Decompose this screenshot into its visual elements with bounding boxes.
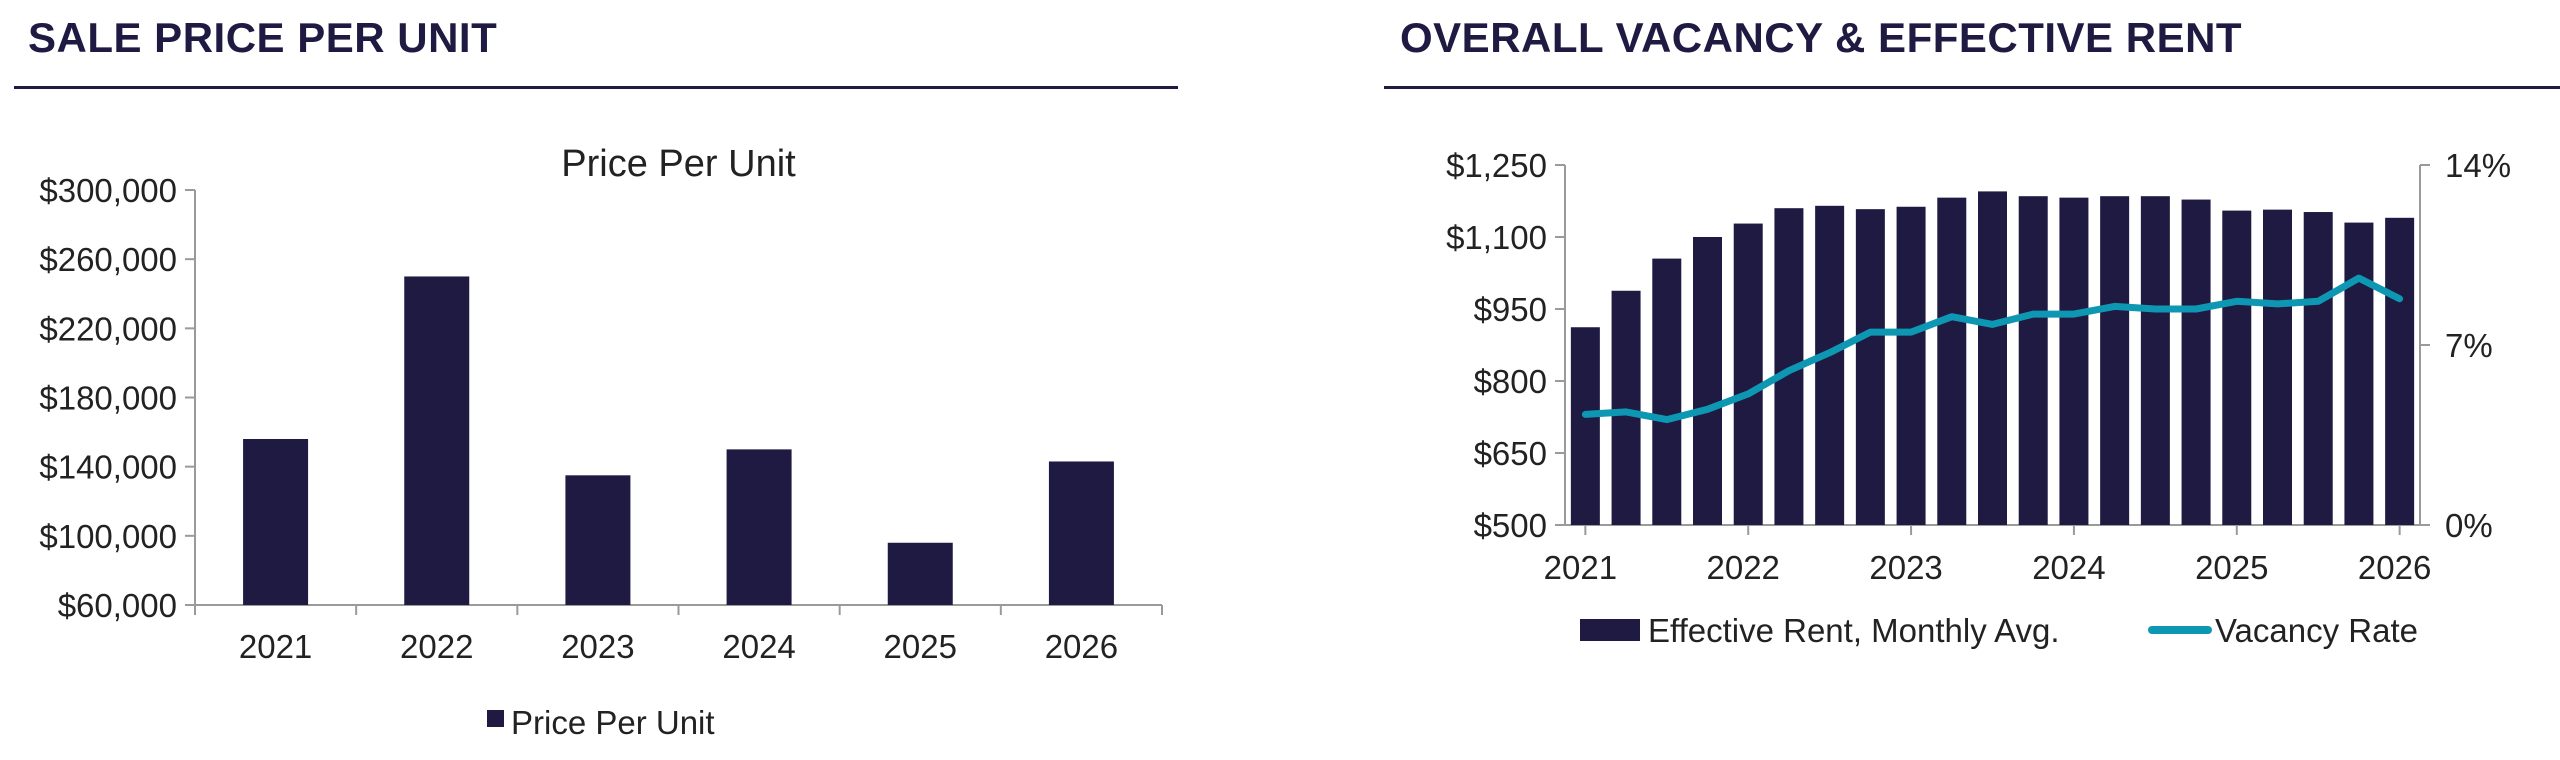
legend-swatch-rent [1580,619,1640,641]
x-tick-label: 2023 [561,628,634,665]
y-right-tick-label: 14% [2445,147,2511,184]
y-tick-label: $180,000 [39,380,177,417]
x-tick-label: 2025 [2195,549,2268,586]
price-per-unit-chart: Price Per Unit $60,000 $100,000 $140,000 $18… [39,143,1163,741]
x-tick-label: 2021 [239,628,312,665]
legend-swatch [487,710,504,727]
x-tick-label: 2024 [722,628,795,665]
y-left-tick-label: $500 [1474,507,1547,544]
rent-bar [1570,327,1600,525]
rent-bar [2222,210,2252,525]
rent-bar [1855,209,1885,525]
y-tick-label: $260,000 [39,241,177,278]
chart-title: Price Per Unit [561,143,796,185]
y-tick-label: $60,000 [58,587,177,624]
rent-bar [2059,197,2089,525]
heading-divider [1384,86,2560,89]
y-tick-label: $300,000 [39,172,177,209]
bar [887,542,953,605]
y-tick-label: $140,000 [39,449,177,486]
rent-bar [2263,209,2292,525]
rent-bar [1937,197,1967,525]
y-left-tick-label: $950 [1474,291,1547,328]
y-right-tick-label: 7% [2445,327,2493,364]
rent-bar [1652,258,1682,525]
legend-label-rent: Effective Rent, Monthly Avg. [1648,612,2060,649]
sale-price-panel: SALE PRICE PER UNIT Price Per Unit $60,00… [0,0,1190,760]
x-tick-label: 2023 [1869,549,1942,586]
x-tick-label: 2026 [2358,549,2431,586]
heading-divider [14,86,1178,89]
rent-bar [2018,196,2048,525]
rent-bar [2181,199,2211,525]
vacancy-line [1581,274,2404,424]
bar [565,475,631,605]
bar [1048,461,1114,605]
y-left-tick-label: $650 [1474,435,1547,472]
rent-bar [2303,212,2333,526]
x-tick-label: 2026 [1045,628,1118,665]
vacancy-rent-chart: $500 $650 $800 $950 $1,100 $1,250 0% 7% 14% 2021 2… [1446,147,2511,649]
x-tick-label: 2024 [2032,549,2105,586]
rent-bar [1611,290,1641,525]
bar [404,276,470,605]
rent-bar [2140,196,2170,525]
rent-bar [1815,205,1845,526]
y-left-tick-label: $1,100 [1446,219,1547,256]
rent-bar [1978,191,2007,525]
y-right-tick-label: 0% [2445,507,2493,544]
y-left-tick-label: $1,250 [1446,147,1547,184]
bar [243,439,309,605]
rent-bar [1693,237,1722,525]
y-left-tick-label: $800 [1474,363,1547,400]
x-tick-label: 2021 [1544,549,1617,586]
x-tick-label: 2022 [1707,549,1780,586]
bar [726,449,792,605]
sale-price-heading: SALE PRICE PER UNIT [28,14,498,61]
vacancy-rent-heading: OVERALL VACANCY & EFFECTIVE RENT [1400,14,2243,61]
rent-bar [1896,206,1926,525]
rent-bar [2344,222,2374,525]
x-tick-label: 2025 [884,628,957,665]
vacancy-rent-panel: OVERALL VACANCY & EFFECTIVE RENT $500 $65… [1380,0,2560,760]
rent-bar [2385,217,2415,526]
y-tick-label: $100,000 [39,518,177,555]
x-tick-label: 2022 [400,628,473,665]
rent-bar [1733,223,1763,525]
rent-bar [2100,196,2130,525]
y-tick-label: $220,000 [39,310,177,347]
legend-label-vacancy: Vacancy Rate [2215,612,2418,649]
legend-label: Price Per Unit [511,704,715,741]
